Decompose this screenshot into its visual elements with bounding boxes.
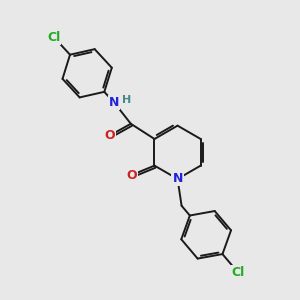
Text: Cl: Cl — [47, 31, 60, 44]
Text: H: H — [122, 95, 132, 105]
Text: O: O — [126, 169, 137, 182]
Text: N: N — [109, 96, 119, 109]
Text: O: O — [105, 129, 115, 142]
Text: N: N — [172, 172, 183, 185]
Text: Cl: Cl — [231, 266, 244, 279]
